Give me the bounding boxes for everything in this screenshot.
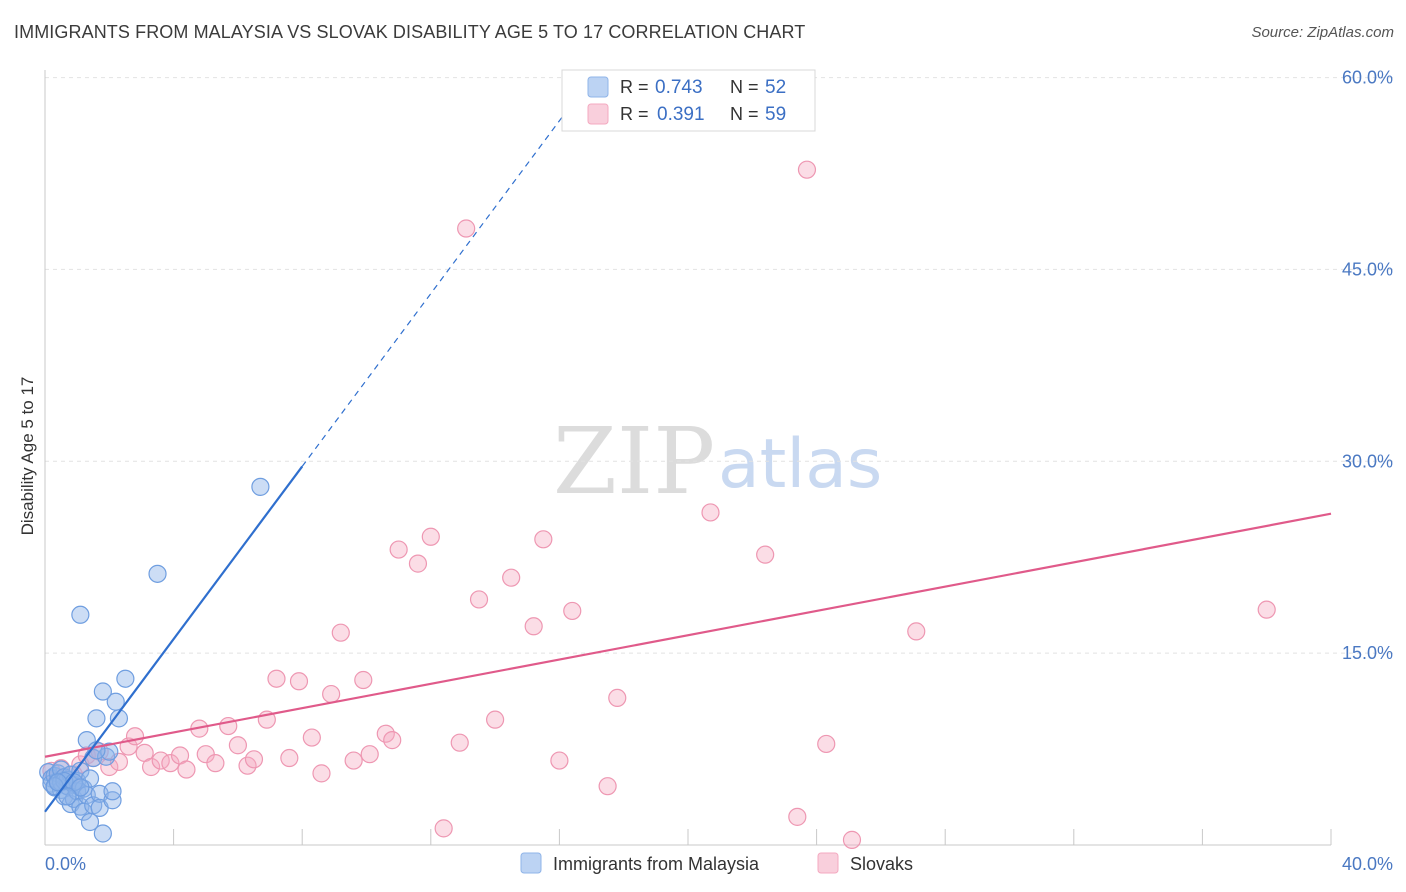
- point-slovaks: [598, 777, 617, 796]
- legend-swatch-slovaks: [587, 103, 609, 125]
- point-slovaks: [756, 545, 775, 564]
- point-slovaks: [608, 688, 627, 708]
- watermark-zip: ZIP: [553, 408, 715, 515]
- legend-bottom-swatch-slovaks: [817, 852, 839, 874]
- trend-lines: [44, 77, 1332, 813]
- point-malaysia: [96, 747, 116, 766]
- legend-bottom-label-slovaks: Slovaks: [850, 854, 913, 874]
- point-malaysia: [71, 797, 90, 816]
- legend-n-value-slovaks: 59: [765, 104, 786, 125]
- x-tick-label-max: 40.0%: [1342, 854, 1393, 874]
- point-slovaks: [289, 672, 309, 691]
- point-slovaks: [1257, 600, 1276, 619]
- point-slovaks: [383, 731, 402, 750]
- trendline-slovaks: [44, 512, 1332, 758]
- point-slovaks: [280, 748, 299, 768]
- grid-lines: [45, 77, 1393, 654]
- source-credit: Source: ZipAtlas.com: [1251, 24, 1394, 41]
- point-slovaks: [344, 751, 363, 770]
- y-tick-label: 45.0%: [1342, 259, 1393, 279]
- legend-r-label-malaysia: R =: [620, 77, 649, 97]
- legend-n-label-slovaks: N =: [730, 104, 759, 124]
- point-malaysia: [103, 782, 122, 801]
- point-malaysia: [58, 787, 77, 806]
- point-slovaks: [125, 727, 145, 746]
- point-slovaks: [331, 623, 350, 642]
- point-slovaks: [817, 734, 836, 754]
- legend-n-label-malaysia: N =: [730, 77, 759, 97]
- point-slovaks: [322, 684, 341, 704]
- legend-bottom-label-malaysia: Immigrants from Malaysia: [553, 854, 760, 874]
- point-malaysia: [116, 669, 135, 688]
- point-slovaks: [267, 669, 286, 688]
- point-malaysia: [100, 742, 119, 761]
- point-slovaks: [302, 728, 321, 747]
- point-malaysia: [71, 778, 90, 797]
- y-tick-label: 15.0%: [1342, 643, 1393, 663]
- point-slovaks: [534, 530, 553, 549]
- point-malaysia: [109, 709, 129, 728]
- point-slovaks: [228, 736, 247, 755]
- point-slovaks: [421, 527, 440, 546]
- y-axis-label: Disability Age 5 to 17: [18, 377, 37, 536]
- legend-n-value-malaysia: 52: [765, 77, 786, 98]
- point-slovaks: [206, 754, 225, 773]
- point-slovaks: [907, 622, 926, 641]
- y-tick-label: 30.0%: [1342, 451, 1393, 471]
- point-malaysia: [148, 564, 167, 583]
- legend-r-value-slovaks: 0.391: [657, 104, 705, 125]
- point-slovaks: [524, 617, 543, 636]
- point-slovaks: [502, 568, 521, 587]
- legend-r-label-slovaks: R =: [620, 104, 649, 124]
- legend-swatch-malaysia: [587, 76, 609, 98]
- point-malaysia: [55, 771, 74, 791]
- point-slovaks: [469, 590, 489, 609]
- point-slovaks: [360, 745, 379, 764]
- point-slovaks: [389, 540, 408, 559]
- y-tick-label: 60.0%: [1342, 68, 1393, 88]
- point-malaysia: [71, 605, 90, 624]
- legend-bottom-swatch-malaysia: [520, 852, 542, 874]
- point-slovaks: [312, 764, 331, 783]
- point-slovaks: [161, 754, 180, 773]
- legend-series: Immigrants from Malaysia Slovaks: [520, 852, 913, 874]
- point-malaysia: [93, 824, 112, 843]
- point-slovaks: [788, 807, 807, 826]
- point-slovaks: [797, 160, 817, 179]
- point-slovaks: [434, 819, 453, 838]
- legend-r-value-malaysia: 0.743: [655, 77, 703, 98]
- point-malaysia: [87, 709, 106, 728]
- x-ticks: [173, 829, 1332, 845]
- y-tick-labels: 15.0% 30.0% 45.0% 60.0%: [1342, 68, 1393, 664]
- chart-title: IMMIGRANTS FROM MALAYSIA VS SLOVAK DISAB…: [14, 22, 806, 42]
- point-slovaks: [141, 757, 161, 777]
- legend-stats: R = 0.743 N = 52 R = 0.391 N = 59: [561, 69, 816, 132]
- point-slovaks: [177, 760, 196, 779]
- point-slovaks: [563, 601, 582, 621]
- point-slovaks: [842, 830, 862, 849]
- data-points: [39, 160, 1276, 849]
- trendline-malaysia: [44, 465, 304, 813]
- point-malaysia: [93, 682, 112, 701]
- point-slovaks: [450, 733, 469, 752]
- point-slovaks: [354, 670, 373, 690]
- point-slovaks: [100, 757, 119, 777]
- point-slovaks: [701, 503, 720, 522]
- point-slovaks: [486, 710, 505, 729]
- point-malaysia: [251, 477, 270, 496]
- point-slovaks: [408, 554, 428, 573]
- point-slovaks: [550, 751, 569, 770]
- watermark-atlas: atlas: [718, 425, 882, 504]
- point-slovaks: [244, 750, 264, 769]
- point-slovaks: [457, 219, 476, 238]
- trendline-malaysia-extension: [301, 77, 593, 467]
- x-tick-label-min: 0.0%: [45, 854, 86, 874]
